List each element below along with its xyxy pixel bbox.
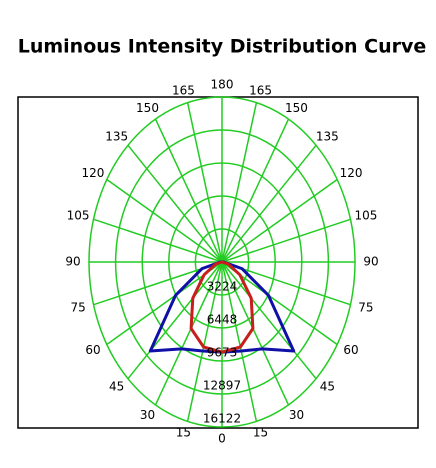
- radial-tick-label: 12897: [203, 378, 241, 392]
- angle-label: 30: [140, 408, 155, 422]
- angle-label: 45: [109, 380, 124, 394]
- angle-label: 90: [65, 255, 80, 269]
- angle-label: 105: [354, 209, 377, 223]
- grid-spoke: [221, 178, 338, 263]
- grid-spoke: [221, 261, 290, 406]
- radial-tick-label: 6448: [207, 312, 238, 326]
- grid-spoke: [186, 102, 223, 263]
- angle-label: 150: [136, 101, 159, 115]
- grid-spoke: [154, 261, 223, 406]
- radial-tick-label: 3224: [207, 279, 238, 293]
- angle-label: 165: [172, 84, 195, 98]
- grid-spoke: [127, 144, 223, 263]
- angle-label: 0: [218, 432, 226, 446]
- angle-label: 150: [285, 101, 308, 115]
- intensity-curve: [189, 260, 255, 354]
- angle-label: 15: [176, 425, 191, 439]
- chart-title: Luminous Intensity Distribution Curve: [18, 36, 427, 58]
- angle-label: 75: [358, 300, 373, 314]
- angle-label: 75: [70, 300, 85, 314]
- grid-spoke: [186, 261, 223, 422]
- angle-label: 15: [253, 425, 268, 439]
- grid-spoke: [221, 218, 351, 263]
- grid-spoke: [127, 261, 223, 380]
- radial-tick-label: 16122: [203, 412, 241, 426]
- angle-label: 60: [85, 343, 100, 357]
- angle-label: 60: [343, 343, 358, 357]
- radial-tick-label: 9673: [207, 345, 238, 359]
- angle-label: 105: [67, 209, 90, 223]
- angle-label: 90: [363, 255, 378, 269]
- grid-spoke: [221, 102, 258, 263]
- angle-label: 30: [289, 408, 304, 422]
- angle-label: 120: [340, 166, 363, 180]
- angle-label: 45: [320, 380, 335, 394]
- grid-spoke: [221, 261, 258, 422]
- angle-label: 135: [105, 129, 128, 143]
- angle-label: 165: [249, 84, 272, 98]
- grid-spoke: [221, 261, 317, 380]
- grid-spoke: [93, 218, 223, 263]
- angle-label: 135: [316, 129, 339, 143]
- grid-spoke: [221, 144, 317, 263]
- angle-label: 180: [211, 78, 234, 92]
- grid-spoke: [154, 118, 223, 263]
- grid-spoke: [106, 178, 223, 263]
- angle-label: 120: [82, 166, 105, 180]
- grid-spoke: [221, 118, 290, 263]
- intensity-curve: [148, 260, 296, 354]
